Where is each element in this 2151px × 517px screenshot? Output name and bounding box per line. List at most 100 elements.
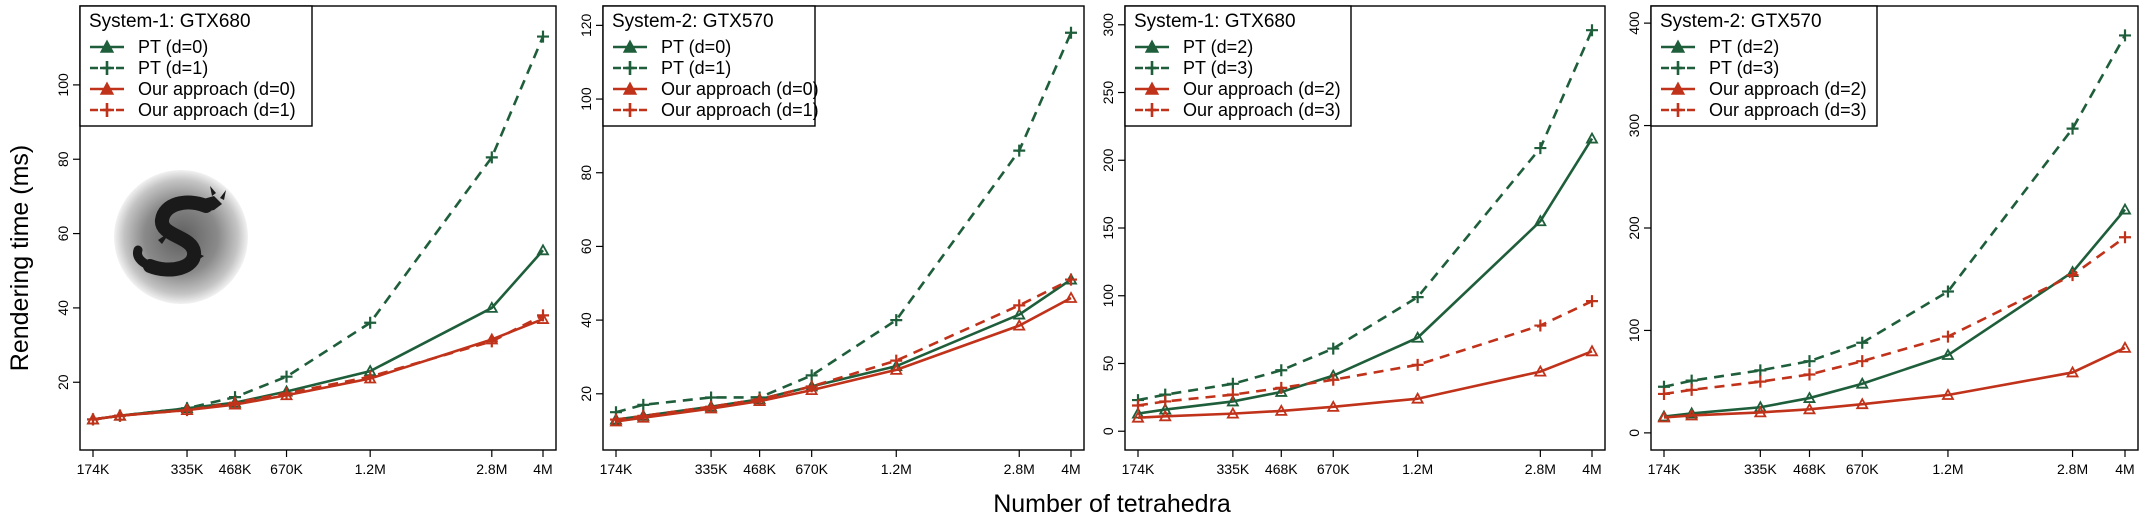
data-point-plus — [1586, 24, 1598, 37]
x-axis: 174K 335K 468K 670K 1.2M 2.8M 4M — [1648, 450, 2135, 477]
data-point-plus — [1658, 387, 1670, 400]
x-tick-label: 670K — [1846, 461, 1879, 477]
data-point-triangle — [1941, 348, 1955, 360]
y-axis: 0 50 100 150 200 250 300 — [1100, 13, 1125, 435]
legend-label: Our approach (d=0) — [661, 79, 819, 99]
data-point-plus — [753, 393, 766, 406]
x-tick-label: 335K — [695, 461, 728, 477]
x-axis-title: Number of tetrahedra — [993, 490, 1231, 517]
legend-label: PT (d=1) — [661, 58, 731, 78]
x-tick-label: 174K — [600, 461, 633, 477]
legend-frame — [602, 5, 816, 127]
series-3 — [1131, 344, 1599, 423]
legend-label: Our approach (d=2) — [1183, 79, 1341, 99]
series-4 — [1132, 295, 1598, 412]
data-point-triangle — [1855, 397, 1869, 410]
panel-title: System-2: GTX570 — [612, 11, 774, 32]
legend-label: Our approach (d=2) — [1709, 79, 1867, 99]
data-point-triangle — [2118, 202, 2132, 215]
data-point-plus — [1941, 330, 1954, 343]
x-tick-label: 468K — [1265, 461, 1298, 477]
data-point-plus — [1754, 375, 1767, 388]
data-point-plus — [890, 314, 903, 327]
x-tick-label: 670K — [270, 461, 303, 477]
x-axis: 174K 335K 468K 670K 1.2M 2.8M 4M — [1122, 450, 1602, 477]
legend-marker-plus — [1671, 103, 1685, 117]
legend-marker-triangle — [99, 81, 115, 95]
y-tick-label: 40 — [578, 312, 594, 328]
chart-panel-1: 174K 335K 468K 670K 1.2M 2.8M 4M 20 40 60 80 100 Sys… — [55, 5, 557, 477]
data-point-plus — [1226, 388, 1239, 401]
series-line — [1137, 137, 1594, 415]
legend-frame — [1124, 5, 1352, 127]
legend-label: PT (d=0) — [138, 37, 208, 57]
x-tick-label: 2.8M — [1004, 461, 1035, 477]
series-2 — [610, 26, 1077, 419]
legend-marker-plus — [1145, 61, 1159, 75]
data-point-plus — [1534, 319, 1547, 332]
legend-frame — [1650, 5, 1878, 127]
x-tick-label: 468K — [1793, 461, 1826, 477]
legend-marker-plus — [623, 103, 637, 117]
chart-panel-2: 174K 335K 468K 670K 1.2M 2.8M 4M 20 40 60 80 100 120… — [578, 5, 1085, 477]
x-tick-label: 670K — [795, 461, 828, 477]
series-line — [615, 278, 1072, 421]
legend-marker-plus — [100, 61, 114, 75]
y-tick-label: 0 — [1626, 429, 1642, 437]
data-point-plus — [2119, 29, 2131, 42]
y-tick-label: 100 — [55, 73, 71, 97]
series-4 — [610, 273, 1077, 426]
y-tick-label: 100 — [1100, 284, 1116, 308]
legend-label: PT (d=1) — [138, 58, 208, 78]
dragon-render-inset — [114, 170, 248, 304]
data-point-plus — [1803, 368, 1816, 381]
panel-title: System-1: GTX680 — [1134, 11, 1296, 32]
data-point-plus — [1803, 355, 1816, 368]
legend-marker-plus — [1145, 103, 1159, 117]
data-point-plus — [1226, 377, 1239, 390]
y-tick-label: 150 — [1100, 216, 1116, 240]
x-tick-label: 670K — [1317, 461, 1350, 477]
data-point-triangle — [1533, 364, 1547, 377]
data-point-plus — [537, 309, 549, 322]
x-axis: 174K 335K 468K 670K 1.2M 2.8M 4M — [600, 450, 1081, 477]
data-point-plus — [1013, 144, 1026, 157]
data-point-plus — [364, 370, 377, 383]
data-point-triangle — [1685, 406, 1699, 419]
data-point-plus — [1586, 295, 1598, 308]
data-point-triangle — [1274, 385, 1288, 397]
legend-label: Our approach (d=0) — [138, 79, 296, 99]
data-point-triangle — [1411, 330, 1425, 343]
legend-label: Our approach (d=1) — [138, 100, 296, 120]
data-point-plus — [1013, 299, 1026, 312]
y-tick-label: 200 — [1100, 148, 1116, 172]
data-point-plus — [1159, 395, 1172, 408]
data-point-triangle — [1131, 410, 1145, 423]
x-axis: 174K 335K 468K 670K 1.2M 2.8M 4M — [77, 450, 553, 477]
data-point-plus — [87, 413, 99, 426]
data-point-plus — [2066, 269, 2079, 282]
x-tick-label: 2.8M — [2057, 461, 2088, 477]
data-point-plus — [485, 335, 498, 348]
y-axis-title: Rendering time (ms) — [6, 145, 34, 371]
y-tick-label: 60 — [578, 238, 594, 254]
series-4 — [87, 309, 549, 426]
data-point-triangle — [1274, 404, 1288, 416]
y-tick-label: 20 — [55, 374, 71, 390]
legend-label: PT (d=3) — [1183, 58, 1253, 78]
x-tick-label: 1.2M — [1932, 461, 1963, 477]
data-point-triangle — [805, 383, 819, 396]
legend-marker-triangle — [1670, 81, 1686, 95]
legend-marker-plus — [623, 61, 637, 75]
series-line — [1137, 299, 1593, 407]
legend-marker-triangle — [622, 81, 638, 95]
data-point-plus — [1856, 355, 1869, 368]
y-axis: 20 40 60 80 100 — [55, 73, 80, 390]
series-line — [615, 278, 1072, 421]
data-point-triangle — [1802, 402, 1817, 415]
x-tick-label: 335K — [1217, 461, 1250, 477]
